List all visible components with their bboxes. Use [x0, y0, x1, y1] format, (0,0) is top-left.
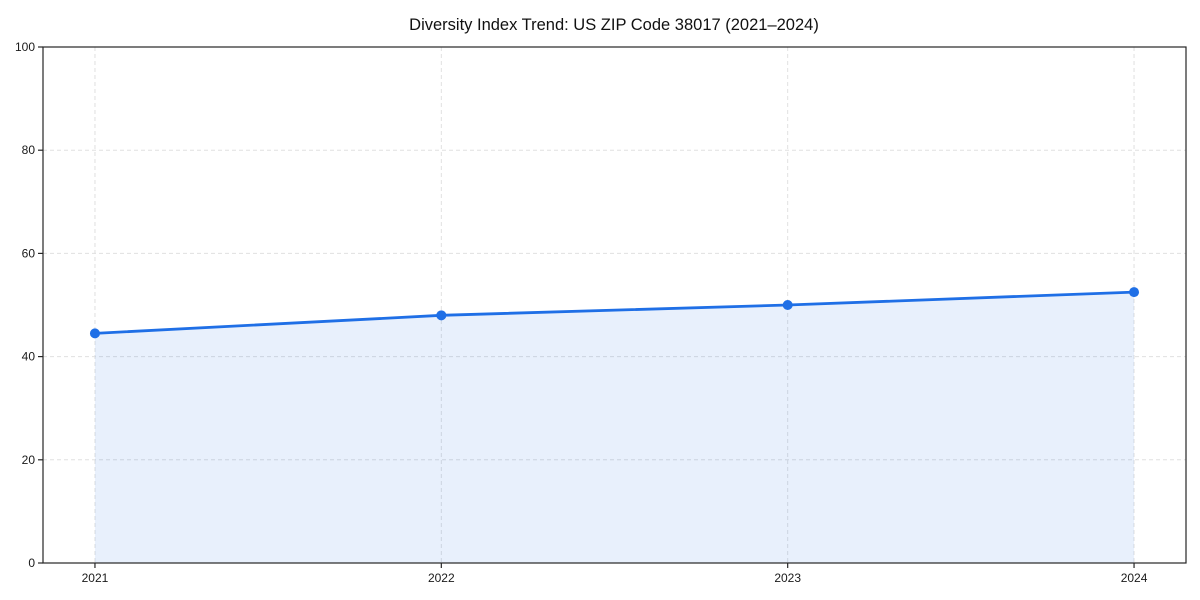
y-tick-label: 80: [22, 143, 36, 157]
chart-title: Diversity Index Trend: US ZIP Code 38017…: [409, 16, 819, 34]
plot-border: [42, 46, 1187, 564]
grid-layer: [43, 46, 1186, 564]
data-point-marker: [782, 300, 793, 310]
area-fill: [94, 292, 1135, 563]
y-tick-label: 20: [22, 453, 36, 467]
data-point-marker: [89, 328, 100, 339]
y-tick-label: 0: [28, 556, 35, 570]
data-point-marker: [436, 310, 447, 321]
data-point-marker: [1129, 287, 1140, 298]
y-tick-label: 60: [22, 246, 36, 260]
x-tick-label: 2024: [1121, 571, 1148, 585]
y-tick-label: 40: [22, 350, 36, 364]
x-tick-label: 2022: [428, 571, 455, 585]
x-tick-label: 2021: [82, 571, 109, 585]
x-tick-label: 2023: [774, 571, 801, 585]
y-tick-label: 100: [15, 40, 35, 54]
tick-labels-layer: 0 20 40 60 80 100 2021 2022 2023 2024: [15, 40, 1148, 585]
trend-line: [93, 290, 1136, 335]
axes-layer: [38, 46, 1187, 568]
trend-line-layer: [89, 287, 1140, 339]
area-fill-layer: [94, 292, 1135, 563]
